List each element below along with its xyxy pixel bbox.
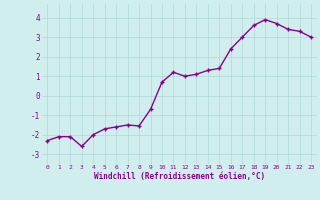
X-axis label: Windchill (Refroidissement éolien,°C): Windchill (Refroidissement éolien,°C) [94,172,265,181]
